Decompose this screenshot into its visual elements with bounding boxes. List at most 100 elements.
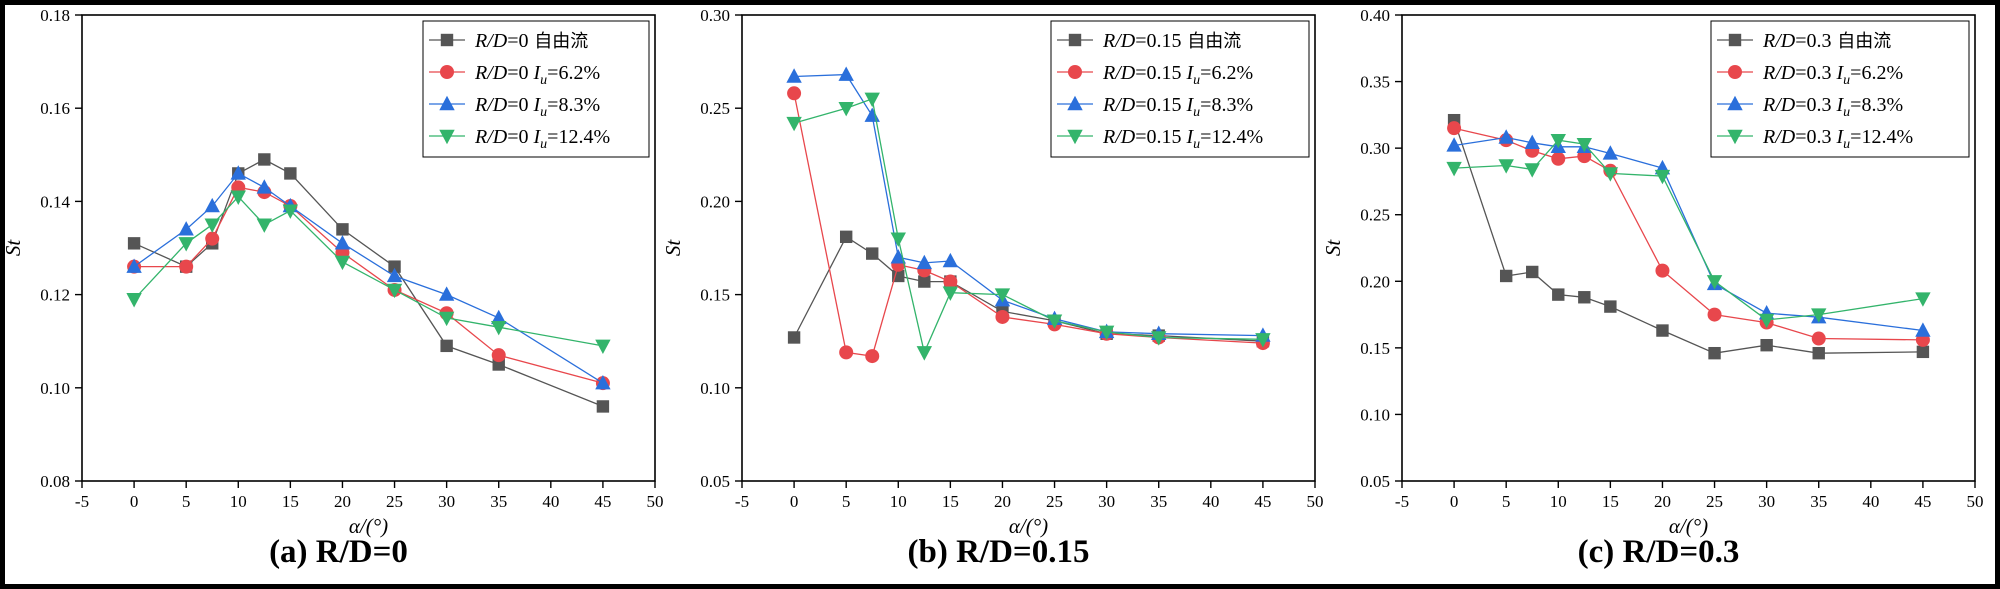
data-point (334, 235, 351, 250)
legend-marker (1067, 95, 1083, 111)
x-tick-label: 25 (1046, 492, 1063, 511)
data-point (1811, 308, 1827, 323)
x-tick-label: 40 (542, 492, 559, 511)
series-3 (126, 165, 611, 390)
data-point (491, 309, 507, 325)
y-tick-label: 0.14 (40, 192, 70, 211)
y-axis-label: St (1321, 239, 1345, 257)
legend-label: R/D=0.15 自由流 (1102, 30, 1241, 52)
series-line (133, 172, 604, 384)
series-1 (787, 230, 1270, 348)
y-tick-label: 0.18 (40, 6, 70, 25)
x-axis-label: α/(°) (349, 514, 388, 538)
x-tick-label: 40 (1862, 492, 1879, 511)
chart-panel-2: -5 0 5 10 15 20 25 30 35 40 45 50 0.05 0.10 0.15 0.20 0.… (661, 6, 1324, 570)
y-axis-label: St (5, 239, 25, 257)
data-point (942, 286, 959, 301)
y-tick-label: 0.15 (1360, 339, 1390, 358)
x-tick-label: 10 (230, 492, 247, 511)
data-point (865, 349, 880, 364)
y-tick-label: 0.12 (40, 286, 70, 305)
x-tick-label: 10 (890, 492, 907, 511)
data-point (438, 311, 455, 327)
legend-label: R/D=0 Iu=6.2% (474, 62, 600, 88)
y-tick-label: 0.20 (700, 192, 730, 211)
legend: R/D=0.3 自由流 R/D=0.3 Iu=6.2% R/D=0.3 Iu=8.3… (1710, 20, 1970, 158)
legend-box (1050, 20, 1310, 158)
data-point (918, 275, 931, 288)
plot-frame (81, 14, 656, 482)
plot-frame (741, 14, 1316, 482)
data-point (1602, 167, 1619, 182)
data-point (1811, 331, 1826, 346)
legend-marker (1068, 33, 1082, 47)
y-tick-label: 0.05 (700, 472, 730, 491)
data-point (839, 345, 854, 360)
legend-item: R/D=0.15 Iu=6.2% (1057, 62, 1253, 88)
legend-item: R/D=0.15 自由流 (1057, 30, 1241, 52)
x-tick-label: 10 (1550, 492, 1567, 511)
data-point (1526, 265, 1539, 279)
data-point (204, 218, 220, 233)
x-tick-label: -5 (1395, 492, 1409, 511)
chart-panel-1: -5 0 5 10 15 20 25 30 35 40 45 50 0.08 0.10 0.12 0.14 0.… (5, 6, 664, 570)
series-line (793, 235, 1263, 342)
data-point (1498, 159, 1514, 174)
data-point (866, 247, 879, 260)
y-tick-label: 0.05 (1360, 472, 1390, 491)
y-tick-label: 0.30 (700, 6, 730, 25)
x-tick-label: 45 (1254, 492, 1271, 511)
data-point (595, 339, 611, 355)
legend-box (1710, 20, 1970, 158)
x-tick-label: 15 (282, 492, 299, 511)
data-point (336, 223, 349, 236)
x-tick-label: 20 (994, 492, 1011, 511)
legend-label: R/D=0 Iu=8.3% (474, 94, 600, 120)
y-tick-label: 0.10 (1360, 405, 1390, 424)
y-tick-label: 0.10 (700, 379, 730, 398)
x-tick-label: 35 (1810, 492, 1827, 511)
y-tick-label: 0.30 (1360, 139, 1390, 158)
data-point (205, 231, 220, 246)
data-point (256, 218, 273, 233)
x-tick-label: 25 (386, 492, 403, 511)
data-point (1046, 314, 1063, 329)
data-point (942, 252, 959, 268)
data-point (890, 249, 906, 264)
data-point (1758, 313, 1775, 329)
data-point (230, 165, 246, 180)
legend-marker (1727, 95, 1743, 111)
data-point (1255, 333, 1271, 348)
series-1 (127, 153, 610, 413)
y-tick-label: 0.16 (40, 99, 70, 118)
data-point (1812, 346, 1825, 360)
data-point (1446, 137, 1462, 152)
data-point (1524, 163, 1540, 178)
legend-label: R/D=0.15 Iu=6.2% (1102, 62, 1253, 88)
chart-panel-3: -5 0 5 10 15 20 25 30 35 40 45 50 0.05 0.10 0.15 0.20 0.… (1321, 6, 1984, 570)
x-tick-label: 5 (1502, 492, 1511, 511)
x-tick-label: 25 (1706, 492, 1723, 511)
x-tick-label: 0 (1450, 492, 1459, 511)
x-tick-label: 30 (1098, 492, 1115, 511)
data-point (284, 167, 297, 180)
figure: -5 0 5 10 15 20 25 30 35 40 45 50 0.08 0.10 0.12 0.14 0.… (5, 5, 1995, 584)
series-line (1454, 136, 1923, 332)
legend-item: R/D=0 Iu=6.2% (429, 62, 600, 88)
x-tick-label: 20 (1654, 492, 1671, 511)
data-point (1916, 345, 1930, 359)
data-point (178, 221, 194, 236)
legend-label: R/D=0.3 自由流 (1762, 30, 1891, 52)
data-point (282, 204, 299, 219)
data-point (1706, 275, 1723, 290)
data-point (204, 197, 220, 213)
data-point (995, 309, 1010, 324)
chart-caption: (c) R/D=0.3 (1578, 534, 1740, 570)
legend-label: R/D=0.15 Iu=12.4% (1102, 126, 1263, 152)
data-point (491, 348, 506, 363)
legend-marker (440, 33, 454, 47)
data-point (178, 237, 194, 252)
x-tick-label: -5 (735, 492, 749, 511)
data-point (386, 267, 403, 283)
legend-label: R/D=0 自由流 (474, 30, 588, 52)
